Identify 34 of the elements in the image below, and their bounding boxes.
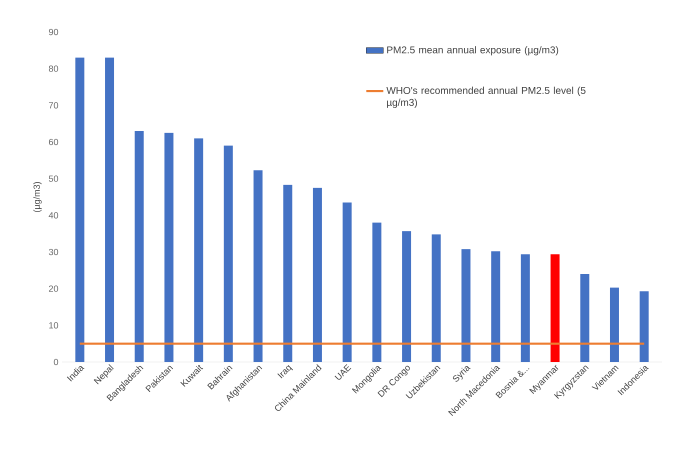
bar <box>640 291 649 362</box>
bar <box>610 288 619 362</box>
bar <box>75 58 84 362</box>
bar <box>402 231 412 362</box>
y-tick-label: 80 <box>48 65 58 72</box>
y-tick-label: 70 <box>48 102 58 109</box>
y-tick-label: 50 <box>48 175 58 182</box>
y-tick-label: 90 <box>48 28 58 36</box>
bar <box>461 249 470 362</box>
bar <box>254 170 263 362</box>
bar <box>580 274 590 362</box>
bar <box>224 146 233 362</box>
y-tick-label: 10 <box>49 322 58 329</box>
bar <box>550 254 560 362</box>
bar <box>164 132 174 362</box>
x-tick-label: Iraq <box>277 365 294 378</box>
bar <box>432 234 441 362</box>
bar <box>134 131 144 362</box>
bar <box>194 138 204 362</box>
y-tick-label: 40 <box>48 212 58 219</box>
y-tick-label: 30 <box>48 248 58 256</box>
bar <box>342 202 352 362</box>
bar <box>520 254 530 362</box>
bar <box>283 184 292 362</box>
y-axis-title: (µg/m3) <box>33 182 42 212</box>
bar <box>372 222 382 362</box>
bar <box>491 251 500 362</box>
legend-label: PM2.5 mean annual exposure (µg/m3) <box>387 46 558 56</box>
y-tick-label: 60 <box>48 138 58 146</box>
legend-label: WHO's recommended annual PM2.5 level (5 µg/m3) <box>386 86 586 108</box>
bar <box>312 188 322 362</box>
y-tick-label: 20 <box>48 285 58 292</box>
y-tick-label: 0 <box>54 358 58 366</box>
bar <box>105 58 114 362</box>
